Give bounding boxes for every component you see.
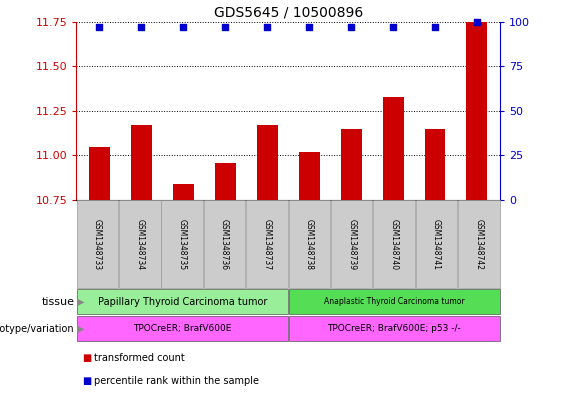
Text: ■: ■ [82, 376, 91, 386]
Bar [131, 125, 152, 200]
Bar [204, 200, 245, 288]
Text: Anaplastic Thyroid Carcinoma tumor: Anaplastic Thyroid Carcinoma tumor [324, 298, 464, 306]
Text: GSM1348737: GSM1348737 [263, 219, 271, 270]
Point [431, 24, 440, 30]
Point [179, 24, 188, 30]
Point [346, 24, 355, 30]
Point [95, 24, 104, 30]
Text: GSM1348739: GSM1348739 [347, 219, 356, 270]
Bar [373, 200, 415, 288]
Text: transformed count: transformed count [94, 353, 185, 363]
Bar [119, 200, 160, 288]
Text: TPOCreER; BrafV600E; p53 -/-: TPOCreER; BrafV600E; p53 -/- [327, 324, 461, 333]
Text: ▶: ▶ [77, 323, 84, 334]
Bar [289, 289, 499, 314]
Bar [467, 22, 488, 200]
Bar [215, 163, 236, 200]
Text: GSM1348734: GSM1348734 [136, 219, 144, 270]
Bar [162, 200, 203, 288]
Text: GSM1348741: GSM1348741 [432, 219, 441, 270]
Bar [289, 316, 499, 341]
Text: TPOCreER; BrafV600E: TPOCreER; BrafV600E [133, 324, 232, 333]
Bar [246, 200, 288, 288]
Text: genotype/variation: genotype/variation [0, 323, 75, 334]
Bar [77, 200, 118, 288]
Title: GDS5645 / 10500896: GDS5645 / 10500896 [214, 5, 363, 19]
Text: ▶: ▶ [77, 297, 84, 307]
Bar [416, 200, 457, 288]
Bar [341, 129, 362, 200]
Text: tissue: tissue [42, 297, 75, 307]
Point [305, 24, 314, 30]
Text: GSM1348740: GSM1348740 [390, 219, 398, 270]
Point [263, 24, 272, 30]
Point [221, 24, 230, 30]
Text: GSM1348736: GSM1348736 [220, 219, 229, 270]
Text: GSM1348742: GSM1348742 [475, 219, 483, 270]
Bar [257, 125, 277, 200]
Bar [89, 147, 110, 200]
Bar [289, 200, 330, 288]
Bar [331, 200, 372, 288]
Point [389, 24, 398, 30]
Point [472, 18, 481, 25]
Bar [77, 289, 288, 314]
Text: GSM1348738: GSM1348738 [305, 219, 314, 270]
Bar [383, 97, 403, 200]
Text: ■: ■ [82, 353, 91, 363]
Bar [458, 200, 499, 288]
Text: percentile rank within the sample: percentile rank within the sample [94, 376, 259, 386]
Bar [77, 316, 288, 341]
Text: GSM1348735: GSM1348735 [178, 219, 186, 270]
Bar [299, 152, 320, 200]
Bar [173, 184, 194, 200]
Bar [424, 129, 445, 200]
Text: GSM1348733: GSM1348733 [93, 219, 102, 270]
Point [137, 24, 146, 30]
Text: Papillary Thyroid Carcinoma tumor: Papillary Thyroid Carcinoma tumor [98, 297, 267, 307]
